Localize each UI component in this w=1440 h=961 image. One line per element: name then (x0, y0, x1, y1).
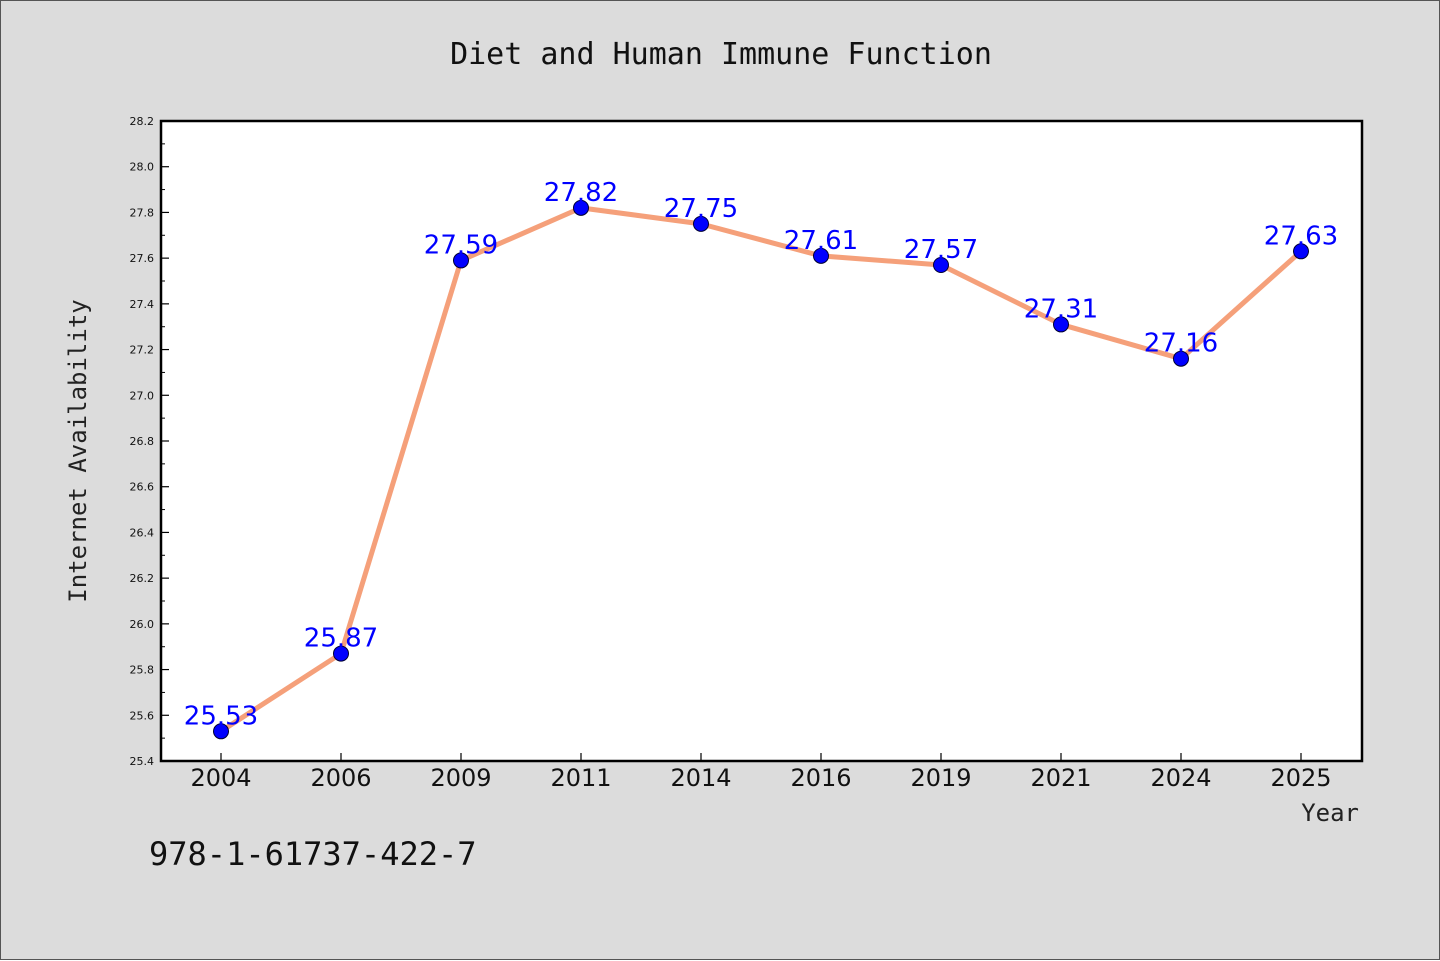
x-tick-label: 2021 (1030, 764, 1091, 792)
data-label: 27.16 (1144, 329, 1218, 359)
data-label: 27.57 (904, 235, 978, 265)
data-label: 27.75 (664, 194, 738, 224)
x-tick-label: 2014 (670, 764, 731, 792)
data-point (1173, 350, 1189, 367)
x-tick-label: 2004 (190, 764, 251, 792)
data-label: 27.59 (424, 230, 498, 260)
y-axis-label: Internet Availability (64, 299, 92, 602)
y-tick-label: 25.4 (130, 755, 155, 768)
data-label: 27.61 (784, 226, 858, 256)
data-point (333, 645, 349, 662)
isbn-label: 978-1-61737-422-7 (149, 835, 477, 873)
series-layer (213, 199, 1309, 740)
y-tick-label: 26.2 (130, 572, 155, 585)
data-label: 25.87 (304, 624, 378, 654)
data-point (573, 199, 589, 216)
data-point (213, 723, 229, 740)
y-tick-label: 27.2 (130, 344, 155, 357)
y-tick-label: 26.0 (130, 618, 155, 631)
x-tick-label: 2024 (1150, 764, 1211, 792)
x-tick-label: 2025 (1270, 764, 1331, 792)
data-labels-layer: 25.53 25.87 27.59 27.82 27.75 27.61 27.57 27.31… (184, 178, 1338, 731)
data-label: 27.63 (1264, 221, 1338, 251)
data-point (693, 215, 709, 232)
plot-area (159, 119, 1364, 763)
data-point (1053, 316, 1069, 333)
x-axis: 2004 2006 2009 2011 2014 2016 2019 2021 2024 2025 (190, 753, 1332, 792)
data-point (813, 247, 829, 264)
y-tick-label: 27.4 (130, 298, 155, 311)
y-tick-label: 28.2 (130, 115, 155, 128)
y-tick-label: 27.0 (130, 389, 155, 402)
y-tick-label: 25.6 (130, 709, 155, 722)
y-tick-label: 27.8 (130, 206, 155, 219)
y-tick-label: 26.4 (130, 526, 155, 539)
series-line (218, 205, 1304, 734)
y-axis: 25.4 25.6 25.8 26.0 26.2 26.4 26.6 26.8 27.0 27.2… (130, 115, 169, 768)
x-axis-label: Year (1301, 799, 1359, 827)
y-tick-label: 26.6 (130, 481, 155, 494)
data-point (1293, 243, 1309, 260)
data-point (453, 252, 469, 269)
x-tick-label: 2009 (430, 764, 491, 792)
data-label: 25.53 (184, 701, 258, 731)
x-tick-label: 2019 (910, 764, 971, 792)
data-label: 27.31 (1024, 294, 1098, 324)
x-tick-label: 2006 (310, 764, 371, 792)
x-tick-label: 2011 (550, 764, 611, 792)
data-point (933, 257, 949, 273)
y-tick-label: 25.8 (130, 664, 155, 677)
chart-title: Diet and Human Immune Function (450, 37, 992, 72)
data-label: 27.82 (544, 178, 618, 208)
y-tick-label: 27.6 (130, 252, 155, 265)
x-tick-label: 2016 (790, 764, 851, 792)
y-tick-label: 28.0 (130, 161, 155, 174)
y-tick-label: 26.8 (130, 435, 155, 448)
